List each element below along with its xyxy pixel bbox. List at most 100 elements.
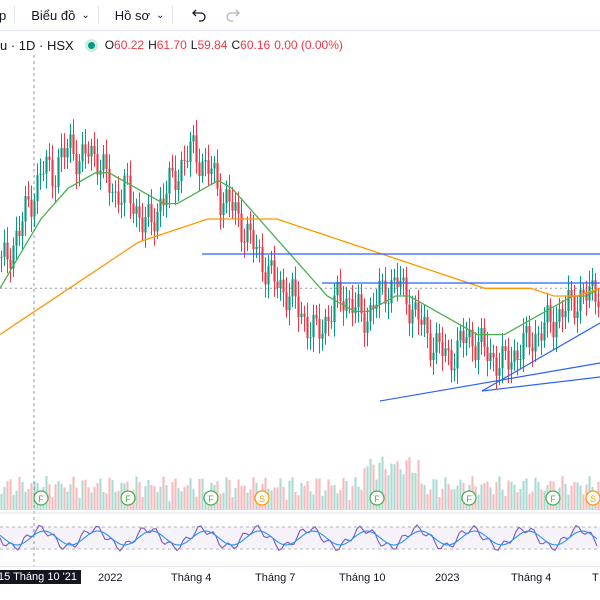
candle-body [225, 189, 228, 204]
volume-bar [378, 462, 381, 510]
candle-body [522, 333, 525, 359]
candle-body [204, 160, 207, 162]
profile-button[interactable]: Hồ sơ ⌄ [115, 0, 165, 30]
candle-body [504, 346, 507, 351]
candle-body [15, 230, 18, 246]
volume-bar [252, 477, 255, 510]
volume-bar [84, 479, 87, 510]
candle-body [534, 333, 537, 352]
candle-body [567, 289, 570, 312]
time-axis[interactable]: 15 Tháng 10 '21 2022 Tháng 4 Tháng 7 Thá… [0, 566, 600, 589]
event-marker-label: F [208, 494, 214, 504]
candle-body [291, 279, 294, 297]
candle-body [81, 144, 84, 162]
candle-body [237, 202, 240, 214]
candle-body [216, 162, 219, 189]
undo-button[interactable] [191, 0, 207, 30]
volume-bar [402, 474, 405, 510]
candle-body [69, 134, 72, 149]
volume-bar [177, 487, 180, 510]
candle-body [405, 277, 408, 305]
candle-body [138, 206, 141, 218]
candle-body [102, 154, 105, 171]
volume-bar [510, 481, 513, 510]
volume-bar [12, 494, 15, 510]
volume-bar [483, 483, 486, 510]
change-value: 0.00 (0.00%) [274, 38, 343, 52]
candle-body [264, 272, 267, 285]
candle-body [321, 333, 324, 339]
event-marker-icon [203, 490, 219, 506]
volume-bar [390, 463, 393, 510]
volume-bar [138, 482, 141, 510]
symbol-label[interactable]: u · 1D · HSX [0, 37, 74, 53]
time-axis-label: T [592, 572, 599, 584]
volume-bar [420, 483, 423, 510]
volume-bar [0, 494, 3, 510]
volume-bar [498, 476, 501, 510]
volume-bar [477, 494, 480, 510]
volume-bar [342, 477, 345, 510]
volume-bar [531, 491, 534, 510]
candle-body [150, 204, 153, 223]
event-marker-label: F [374, 494, 380, 504]
candle-body [96, 154, 99, 175]
time-axis-label: Tháng 10 [339, 572, 386, 584]
volume-bar [300, 482, 303, 510]
candle-body [582, 289, 585, 294]
volume-bar [312, 494, 315, 510]
chart-type-button[interactable]: Biểu đồ ⌄ [31, 0, 89, 30]
volume-bar [237, 479, 240, 510]
candle-body [372, 305, 375, 309]
event-marker-icon [461, 490, 477, 506]
candle-body [489, 352, 492, 362]
candle-body [327, 316, 330, 322]
volume-bar [438, 496, 441, 510]
volume-bar [501, 489, 504, 510]
volume-bar [522, 480, 525, 510]
candle-body [6, 242, 9, 260]
volume-bar [291, 477, 294, 510]
candle-body [45, 156, 48, 174]
volume-bar [321, 495, 324, 510]
crosshair-date-label: 15 Tháng 10 '21 [0, 570, 81, 584]
event-marker-icon [33, 490, 49, 506]
candle-body [339, 281, 342, 302]
volume-bar [15, 490, 18, 510]
candle-body [531, 347, 534, 352]
open-value: 60.22 [114, 38, 145, 52]
volume-bar [450, 489, 453, 510]
candle-body [222, 203, 225, 216]
candle-body [294, 279, 297, 297]
candle-body [465, 337, 468, 344]
volume-bar [189, 478, 192, 510]
candle-body [387, 303, 390, 305]
volume-bar [78, 497, 81, 510]
volume-bar [447, 484, 450, 510]
rising-trendline [481, 322, 600, 392]
candle-body [546, 305, 549, 323]
candle-body [60, 147, 63, 158]
candle-body [153, 222, 156, 232]
volume-bar [426, 494, 429, 510]
volume-bar [315, 478, 318, 510]
partial-toolbar-item[interactable]: p [0, 0, 6, 30]
candle-body [39, 173, 42, 176]
volume-bar [423, 484, 426, 510]
candle-body [189, 141, 192, 162]
candle-body [315, 314, 318, 319]
volume-bar [51, 497, 54, 510]
volume-bar [162, 476, 165, 510]
candle-body [243, 242, 246, 244]
volume-bar [171, 481, 174, 510]
volume-bar [303, 485, 306, 510]
candle-body [258, 246, 261, 248]
volume-bar [57, 480, 60, 510]
candle-body [447, 348, 450, 351]
candle-body [180, 159, 183, 182]
volume-bar [75, 487, 78, 510]
redo-button[interactable] [225, 0, 241, 30]
candle-body [519, 358, 522, 360]
event-marker-label: F [38, 494, 44, 504]
